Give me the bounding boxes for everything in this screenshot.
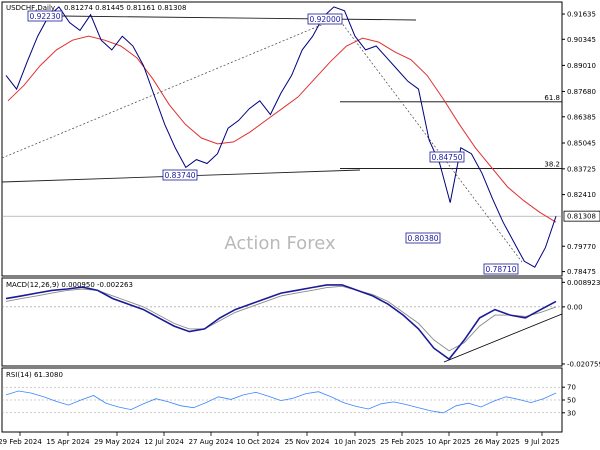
x-tick-label: 10 Apr 2025 [427,438,470,446]
macd-y-tick-label: 0.008923 [567,279,600,287]
main-y-tick-label: 0.89010 [567,62,596,70]
macd-title: MACD(12,26,9) 0.000950 -0.002263 [6,281,133,289]
ohlc-values: 0.81274 0.81445 0.81161 0.81308 [64,4,186,12]
rsi-line [5,390,557,414]
price-annotation-label: 0.83740 [164,171,195,180]
price-annotation-box [405,232,441,244]
main-y-tick-label: 0.82410 [567,191,596,199]
x-tick-label: 25 Feb 2025 [380,438,424,446]
last-price-label: 0.81308 [567,213,596,221]
x-tick-label: 9 Jul 2025 [524,438,559,446]
rsi-y-tick-label: 30 [567,409,576,417]
rsi-y-tick-label: 50 [567,397,576,405]
main-y-tick-label: 0.78475 [567,268,596,276]
x-tick-label: 29 Feb 2024 [0,438,42,446]
upper-trendline [59,15,417,21]
price-annotation-box [429,151,465,163]
main-y-tick-label: 0.79770 [567,243,596,251]
x-tick-label: 26 May 2025 [474,438,520,446]
macd-y-tick-label: -0.020759 [567,360,600,368]
macd-panel-frame [1,277,563,367]
price-annotation-label: 0.80380 [407,234,438,243]
macd-line [5,284,557,361]
main-chart-title: USDCHF,Daily [6,4,55,12]
watermark-text: Action Forex [224,233,336,254]
price-annotation-label: 0.84750 [431,153,462,162]
moving-average-line [7,35,557,223]
main-panel-frame [1,1,563,277]
price-annotation-box [27,10,63,22]
last-price-tag [563,210,600,222]
price-annotation-box [483,263,519,275]
macd-support-trendline [443,313,563,363]
main-y-tick-label: 0.87680 [567,88,596,96]
x-tick-label: 10 Oct 2024 [236,438,280,446]
price-annotation-box [162,169,198,181]
x-tick-label: 29 May 2024 [94,438,140,446]
macd-y-tick-label: 0.00 [567,303,583,311]
fib-level-label: 61.8 [544,94,560,102]
price-line [5,6,557,268]
price-annotation-label: 0.92230 [29,12,60,21]
price-annotation-label: 0.92000 [309,15,340,24]
price-annotation-label: 0.78710 [485,265,516,274]
main-y-tick-label: 0.91635 [567,11,596,19]
dashed-downtrend-line [337,17,523,263]
main-y-tick-label: 0.85045 [567,140,596,148]
x-tick-label: 15 Apr 2024 [46,438,90,446]
x-tick-label: 27 Aug 2024 [189,438,234,446]
x-tick-label: 10 Jan 2025 [334,438,376,446]
rsi-title: RSI(14) 61.3080 [6,371,63,379]
price-annotation-box [307,13,343,25]
dashed-uptrend-line [1,17,339,159]
main-y-tick-label: 0.86385 [567,113,596,121]
x-tick-label: 12 Jul 2024 [144,438,184,446]
x-tick-label: 25 Nov 2024 [285,438,330,446]
main-y-tick-label: 0.83725 [567,165,596,173]
rsi-y-tick-label: 70 [567,384,576,392]
fib-level-label: 38.2 [544,161,560,169]
main-y-tick-label: 0.90345 [567,36,596,44]
